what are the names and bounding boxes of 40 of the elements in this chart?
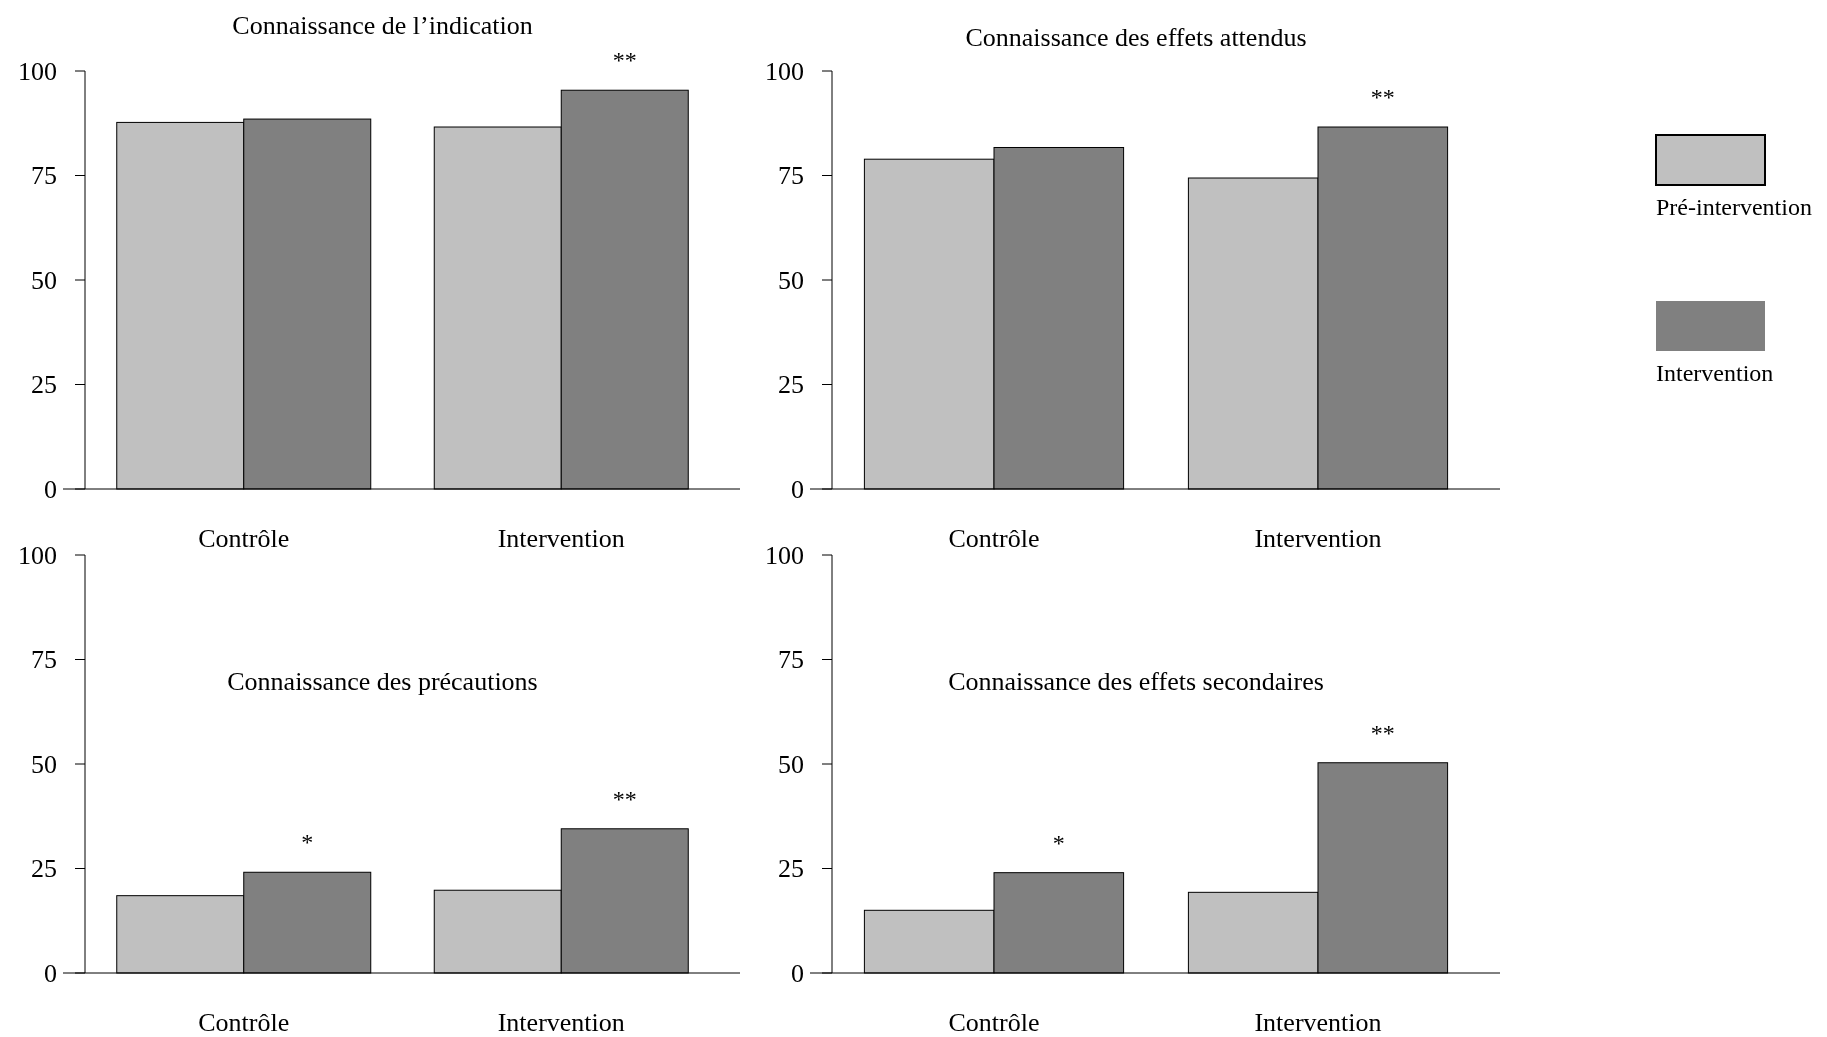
- annotation: **: [1370, 719, 1395, 746]
- x-tick-label: Contrôle: [198, 1008, 290, 1037]
- chart-title: Connaissance des effets attendus: [965, 23, 1307, 52]
- y-tick-label: 0: [44, 958, 57, 988]
- y-tick-label: 100: [18, 56, 57, 86]
- annotation: **: [612, 47, 637, 74]
- y-tick-label: 75: [31, 161, 57, 190]
- y-tick-label: 100: [765, 56, 804, 86]
- legend-label: Pré-intervention: [1656, 194, 1812, 220]
- y-tick-label: 75: [31, 645, 57, 674]
- y-tick-label: 25: [31, 370, 57, 399]
- y-tick-label: 50: [31, 265, 57, 295]
- x-tick-label: Intervention: [1254, 524, 1382, 553]
- y-tick-label: 0: [44, 474, 57, 504]
- annotation: *: [301, 829, 314, 856]
- text: Connaissance des précautions: [227, 667, 538, 696]
- x-tick-label: Contrôle: [948, 524, 1040, 553]
- x-tick-label: Intervention: [497, 1008, 625, 1037]
- annotation: **: [1370, 84, 1395, 111]
- y-tick-label: 25: [778, 370, 804, 399]
- y-tick-label: 75: [778, 161, 804, 190]
- y-tick-label: 100: [18, 540, 57, 570]
- y-tick-label: 25: [31, 854, 57, 883]
- y-tick-label: 0: [791, 958, 804, 988]
- legend-label: Intervention: [1656, 360, 1774, 386]
- y-tick-label: 75: [778, 645, 804, 674]
- x-tick-label: Contrôle: [198, 524, 290, 553]
- y-tick-label: 25: [778, 854, 804, 883]
- y-tick-label: 50: [778, 749, 804, 779]
- chart-title: Connaissance de l’indication: [232, 11, 533, 40]
- text: Connaissance des effets secondaires: [948, 667, 1324, 696]
- annotation: *: [1052, 829, 1065, 856]
- y-tick-label: 50: [778, 265, 804, 295]
- x-tick-label: Contrôle: [948, 1008, 1040, 1037]
- annotation: **: [612, 785, 637, 812]
- y-tick-label: 50: [31, 749, 57, 779]
- y-tick-label: 100: [765, 540, 804, 570]
- y-tick-label: 0: [791, 474, 804, 504]
- x-tick-label: Intervention: [497, 524, 625, 553]
- x-tick-label: Intervention: [1254, 1008, 1382, 1037]
